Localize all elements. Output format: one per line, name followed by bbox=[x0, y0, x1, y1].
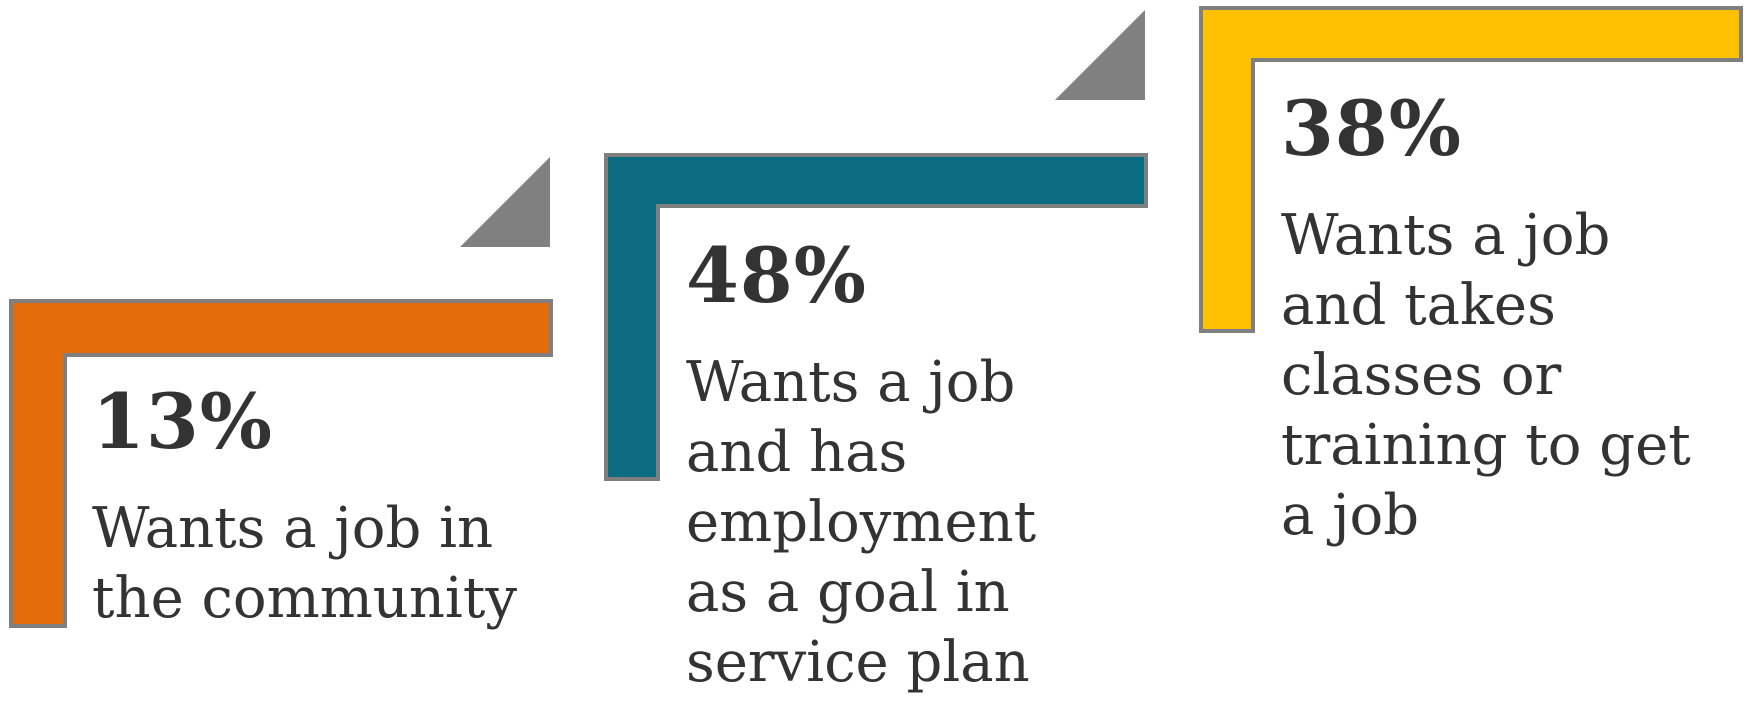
step-2-line-1: Wants a job bbox=[686, 350, 1016, 415]
step2-bracket bbox=[604, 153, 1148, 481]
step-2-percent: 48% bbox=[686, 231, 867, 320]
step-3-line-4: training to get bbox=[1281, 413, 1691, 478]
step-3-line-2: and takes bbox=[1281, 273, 1556, 338]
step-1-block: 13% Wants a job in the community bbox=[92, 384, 542, 634]
step-2-description: Wants a job and has employment as a goal… bbox=[686, 348, 1136, 698]
step-3-block: 38% Wants a job and takes classes or tra… bbox=[1281, 91, 1731, 551]
step-1-percent: 13% bbox=[92, 377, 273, 466]
step-2-block: 48% Wants a job and has employment as a … bbox=[686, 238, 1136, 698]
step-1-description: Wants a job in the community bbox=[92, 494, 542, 634]
step-2-line-3: employment bbox=[686, 490, 1037, 555]
step-3-percent: 38% bbox=[1281, 84, 1462, 173]
step-3-line-1: Wants a job bbox=[1281, 203, 1611, 268]
step-3-line-3: classes or bbox=[1281, 343, 1562, 408]
step1-bracket bbox=[9, 299, 553, 628]
step-1-line-1: Wants a job in bbox=[92, 496, 494, 561]
step3-bracket bbox=[1199, 6, 1743, 333]
step-3-line-5: a job bbox=[1281, 483, 1420, 548]
step-1-line-2: the community bbox=[92, 566, 517, 631]
step-2-line-4: as a goal in bbox=[686, 560, 1010, 625]
step-3-description: Wants a job and takes classes or trainin… bbox=[1281, 201, 1731, 551]
step-2-line-5: service plan bbox=[686, 630, 1030, 695]
step-2-line-2: and has bbox=[686, 420, 908, 485]
corner-arrow-icon-1 bbox=[460, 157, 550, 247]
corner-arrow-icon-2 bbox=[1055, 10, 1145, 100]
